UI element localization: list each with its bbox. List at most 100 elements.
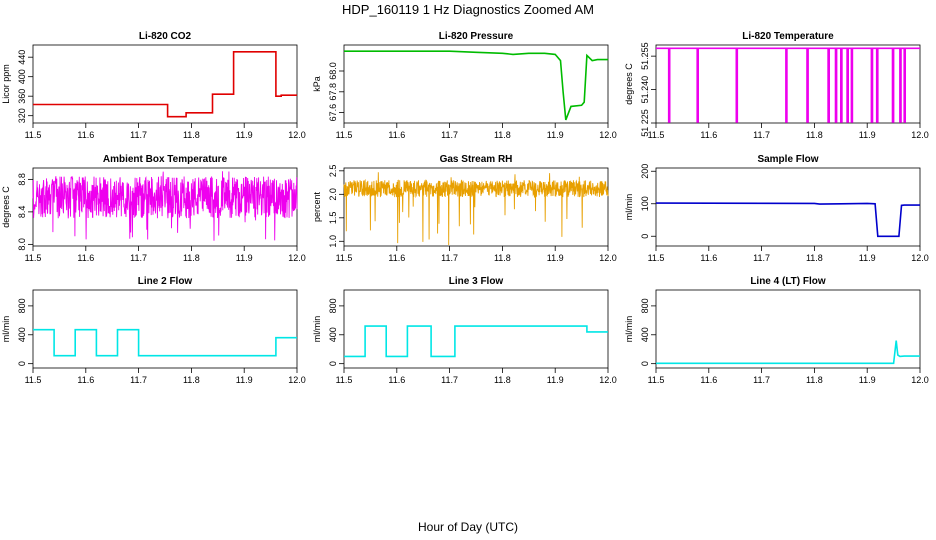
y-tick-label: 51.240 (640, 76, 650, 104)
x-tick-label: 12.0 (288, 130, 306, 140)
x-tick-label: 11.5 (336, 253, 353, 263)
y-tick-label: 8.4 (17, 206, 27, 219)
y-axis-label: ml/min (624, 316, 634, 343)
x-tick-label: 11.7 (441, 130, 458, 140)
plot-frame (343, 167, 609, 247)
x-tick-label: 11.7 (130, 253, 147, 263)
x-tick-label: 12.0 (599, 375, 617, 385)
x-tick-label: 11.9 (236, 253, 253, 263)
y-tick-label: 68.0 (328, 62, 338, 80)
panel-title: Sample Flow (757, 154, 818, 165)
x-tick-label: 12.0 (599, 253, 617, 263)
x-tick-label: 12.0 (599, 130, 617, 140)
series-line-li-820-co2 (33, 50, 297, 118)
y-axis-label: ml/min (312, 316, 322, 343)
x-tick-label: 11.6 (388, 253, 405, 263)
series-line-li-820-temperature (656, 47, 920, 123)
y-tick-label: 200 (640, 164, 650, 179)
y-tick-label: 0 (640, 234, 650, 239)
panel-li-820-pressure: Li-820 Pressure 11.5 11.6 11.7 11.8 11.9 12.0 6… (312, 31, 617, 140)
series-line-line-4-lt-flow (656, 340, 920, 365)
series-line-gas-stream-rh (343, 172, 609, 246)
y-tick-label: 440 (17, 50, 27, 65)
series-line-line-3-flow (344, 325, 608, 358)
x-tick-label: 11.6 (700, 253, 717, 263)
y-tick-label: 800 (17, 298, 27, 313)
x-tick-label: 11.6 (388, 375, 405, 385)
x-tick-label: 11.7 (130, 375, 147, 385)
y-tick-label: 51.255 (640, 42, 650, 70)
x-tick-label: 11.5 (336, 375, 353, 385)
x-tick-label: 11.8 (494, 375, 511, 385)
y-tick-label: 1.5 (328, 212, 338, 225)
x-tick-label: 11.5 (648, 375, 665, 385)
panel-title: Line 3 Flow (449, 276, 504, 287)
x-tick-label: 11.6 (77, 253, 94, 263)
x-tick-label: 11.6 (77, 375, 94, 385)
x-tick-label: 11.8 (183, 253, 200, 263)
y-axis-label: kPa (312, 76, 322, 92)
x-tick-label: 11.9 (547, 253, 564, 263)
plot-frame (655, 167, 921, 247)
y-axis-label: percent (312, 191, 322, 222)
panel-title: Ambient Box Temperature (103, 154, 228, 165)
panel-li-820-temperature: Li-820 Temperature 11.5 11.6 11.7 11.8 11.9 12… (624, 31, 929, 140)
x-tick-label: 11.8 (806, 375, 823, 385)
x-tick-label: 11.5 (648, 130, 665, 140)
x-tick-label: 12.0 (288, 253, 306, 263)
y-tick-label: 400 (17, 69, 27, 84)
y-axis-label: Licor ppm (1, 64, 11, 104)
x-tick-label: 11.6 (77, 130, 94, 140)
series-line-ambient-box-temperature (32, 171, 298, 241)
y-tick-label: 0 (17, 361, 27, 366)
y-tick-label: 67.8 (328, 83, 338, 101)
series-line-li-820-pressure (344, 50, 608, 121)
plot-frame (343, 289, 609, 369)
x-tick-label: 11.9 (859, 130, 876, 140)
x-tick-label: 11.8 (494, 253, 511, 263)
y-tick-label: 2.5 (328, 165, 338, 178)
panel-title: Li-820 CO2 (139, 31, 192, 42)
x-tick-label: 11.8 (806, 130, 823, 140)
y-tick-label: 400 (17, 327, 27, 342)
x-tick-label: 11.9 (547, 130, 564, 140)
x-tick-label: 11.7 (441, 253, 458, 263)
plot-frame (343, 44, 609, 124)
panel-title: Gas Stream RH (440, 154, 513, 165)
x-tick-label: 11.5 (25, 130, 42, 140)
x-tick-label: 11.9 (859, 375, 876, 385)
y-tick-label: 67.6 (328, 104, 338, 122)
x-tick-label: 11.9 (236, 130, 253, 140)
y-tick-label: 400 (640, 327, 650, 342)
x-tick-label: 12.0 (911, 130, 929, 140)
y-tick-label: 1.0 (328, 235, 338, 248)
panel-title: Line 4 (LT) Flow (750, 276, 826, 287)
panel-title: Li-820 Temperature (742, 31, 834, 42)
x-tick-label: 11.8 (183, 130, 200, 140)
plot-frame (655, 289, 921, 369)
panel-line-3-flow: Line 3 Flow 11.5 11.6 11.7 11.8 11.9 12.0 0 400 8… (312, 276, 617, 385)
y-axis-label: degrees C (624, 63, 634, 105)
series-line-line-2-flow (33, 328, 297, 357)
panel-gas-stream-rh: Gas Stream RH 11.5 11.6 11.7 11.8 11.9 12.0 1.0… (312, 154, 617, 263)
y-tick-label: 800 (640, 298, 650, 313)
x-tick-label: 12.0 (911, 375, 929, 385)
y-tick-label: 320 (17, 108, 27, 123)
x-tick-label: 12.0 (288, 375, 306, 385)
panel-title: Li-820 Pressure (439, 31, 514, 42)
y-tick-label: 0 (640, 361, 650, 366)
x-tick-label: 11.8 (806, 253, 823, 263)
panel-grid: Li-820 CO2 11.5 11.6 11.7 11.8 11.9 12.0 320 360… (1, 31, 929, 385)
y-axis-label: ml/min (624, 194, 634, 221)
panel-line-2-flow: Line 2 Flow 11.5 11.6 11.7 11.8 11.9 12.0 0 400 8… (1, 276, 306, 385)
x-tick-label: 11.6 (700, 375, 717, 385)
panel-sample-flow: Sample Flow 11.5 11.6 11.7 11.8 11.9 12.0 0 100 2… (624, 154, 929, 263)
x-axis-label: Hour of Day (UTC) (418, 520, 518, 534)
y-tick-label: 8.8 (17, 173, 27, 186)
y-tick-label: 51 225 (640, 109, 650, 137)
series-line-sample-flow (655, 202, 920, 238)
panel-li-820-co2: Li-820 CO2 11.5 11.6 11.7 11.8 11.9 12.0 320 360… (1, 31, 306, 140)
x-tick-label: 11.8 (494, 130, 511, 140)
y-tick-label: 800 (328, 298, 338, 313)
x-tick-label: 11.7 (441, 375, 458, 385)
